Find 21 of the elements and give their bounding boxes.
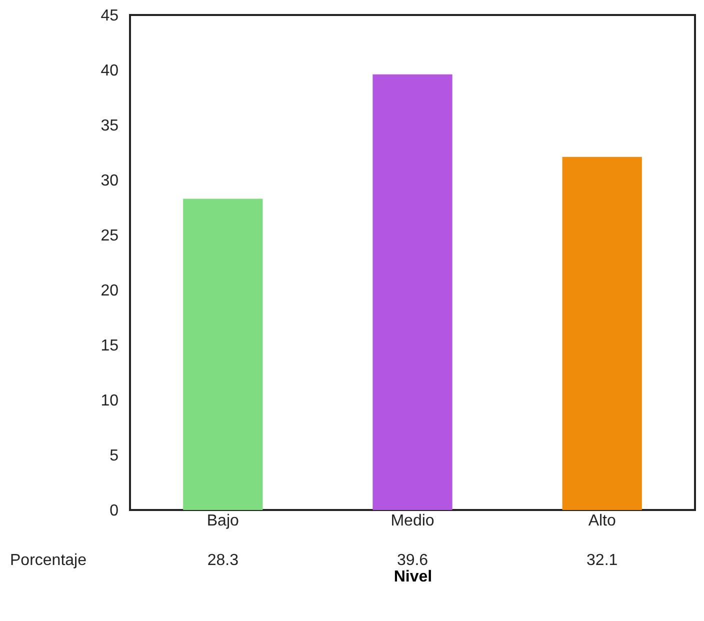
- bar: [372, 74, 452, 510]
- y-tick-label: 35: [100, 118, 119, 134]
- x-tick-label: Medio: [390, 512, 434, 530]
- y-tick-label: 0: [110, 502, 119, 520]
- data-label: 28.3: [207, 552, 239, 569]
- y-tick-label: 10: [100, 392, 119, 410]
- y-tick-label: 15: [100, 338, 119, 354]
- x-axis-title: Nivel: [394, 568, 432, 586]
- bar: [183, 198, 263, 510]
- data-label: 32.1: [586, 552, 618, 569]
- x-tick-label: Bajo: [206, 512, 240, 530]
- bar: [562, 156, 642, 510]
- y-tick-label: 40: [100, 62, 119, 80]
- y-tick-label: 25: [100, 228, 119, 244]
- y-tick-label: 45: [100, 8, 119, 24]
- data-label: 39.6: [396, 552, 428, 569]
- y-tick-label: 30: [100, 172, 119, 190]
- y-tick-label: 5: [110, 448, 119, 464]
- x-tick-label: Alto: [588, 512, 616, 530]
- text: Porcentaje: [10, 552, 87, 569]
- y-tick-label: 20: [100, 282, 119, 300]
